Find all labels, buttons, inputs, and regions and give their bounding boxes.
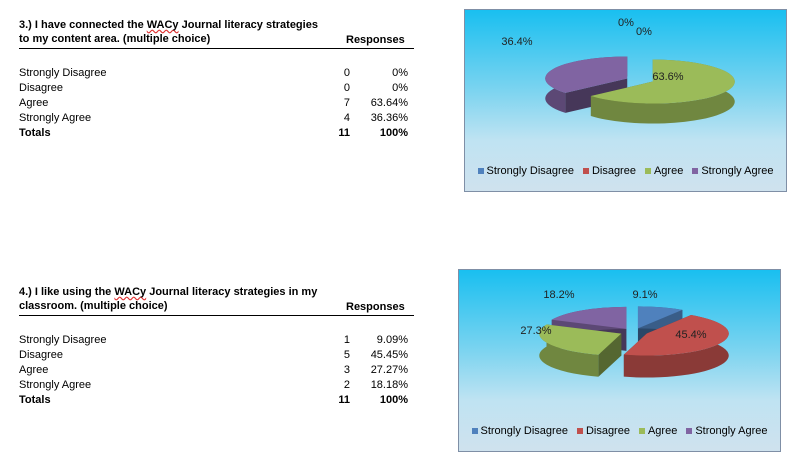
pie-chart-svg: 0%0% 63.6% 36.4% — [501, 17, 735, 124]
legend-item: Disagree — [576, 425, 630, 437]
table-row: Agree 7 63.64% — [19, 96, 414, 111]
slice-top — [623, 315, 729, 356]
header-divider — [19, 315, 414, 316]
legend-swatch — [471, 428, 478, 434]
response-table: Strongly Disagree 1 9.09% Disagree 5 45.… — [19, 333, 414, 408]
totals-percent: 100% — [379, 127, 408, 139]
totals-percent: 100% — [379, 394, 408, 406]
data-label: 9.1% — [632, 289, 657, 301]
row-count: 3 — [343, 364, 350, 376]
legend-item: Strongly Disagree — [477, 165, 574, 177]
pie-slice — [623, 315, 729, 378]
legend-item: Agree — [638, 425, 677, 437]
slice-top — [637, 306, 683, 329]
question-3-title: 3.) I have connected the WACy Journal li… — [19, 19, 318, 45]
slice-top — [590, 59, 735, 104]
row-count: 7 — [343, 97, 350, 109]
row-label: Agree — [19, 97, 49, 109]
row-percent: 0% — [392, 82, 408, 94]
pie-chart-svg: 9.1% 45.4% 27.3% 18.2% — [520, 289, 729, 378]
pie-slice — [539, 324, 622, 377]
row-percent: 63.64% — [370, 97, 408, 109]
row-percent: 27.27% — [370, 364, 408, 376]
responses-header: Responses — [346, 301, 405, 313]
totals-row: Totals 11 100% — [19, 126, 414, 141]
table-row: Agree 3 27.27% — [19, 363, 414, 378]
row-count: 1 — [343, 334, 350, 346]
data-label: 18.2% — [543, 289, 574, 301]
row-count: 4 — [343, 112, 350, 124]
legend-swatch — [692, 168, 699, 174]
row-label: Strongly Agree — [19, 112, 92, 124]
wacy-word: WACy — [146, 19, 179, 31]
row-label: Disagree — [19, 82, 64, 94]
data-label: 27.3% — [520, 325, 551, 337]
header-divider — [19, 48, 414, 49]
row-count: 0 — [343, 67, 350, 79]
totals-label: Totals — [19, 394, 51, 406]
row-label: Agree — [19, 364, 49, 376]
row-count: 2 — [343, 379, 350, 391]
row-count: 5 — [343, 349, 350, 361]
row-percent: 45.45% — [370, 349, 408, 361]
data-label: 0% — [618, 17, 634, 29]
pie-slice — [590, 59, 735, 124]
legend-swatch — [638, 428, 645, 434]
slice-rim — [539, 324, 599, 377]
chart-legend: Strongly Disagree Disagree Agree Strongl… — [459, 425, 780, 437]
data-label: 63.6% — [652, 71, 683, 83]
totals-count: 11 — [338, 127, 350, 139]
slice-top — [545, 56, 628, 93]
row-label: Disagree — [19, 349, 64, 361]
row-label: Strongly Disagree — [19, 67, 107, 79]
row-percent: 9.09% — [376, 334, 408, 346]
data-label: 45.4% — [675, 329, 706, 341]
response-table: Strongly Disagree 0 0% Disagree 0 0% Agr… — [19, 66, 414, 141]
slice-top — [539, 324, 622, 355]
legend-swatch — [644, 168, 651, 174]
legend-item: Agree — [644, 165, 683, 177]
legend-swatch — [477, 168, 484, 174]
table-row: Disagree 0 0% — [19, 81, 414, 96]
data-label: 36.4% — [501, 36, 532, 48]
chart-legend: Strongly Disagree Disagree Agree Strongl… — [465, 165, 786, 177]
row-label: Strongly Agree — [19, 379, 92, 391]
row-label: Strongly Disagree — [19, 334, 107, 346]
table-row: Disagree 5 45.45% — [19, 348, 414, 363]
totals-row: Totals 11 100% — [19, 393, 414, 408]
legend-item: Strongly Disagree — [471, 425, 568, 437]
slice-top — [551, 306, 627, 329]
table-row: Strongly Agree 2 18.18% — [19, 378, 414, 393]
row-percent: 0% — [392, 67, 408, 79]
totals-count: 11 — [338, 394, 350, 406]
table-row: Strongly Disagree 0 0% — [19, 66, 414, 81]
legend-swatch — [686, 428, 693, 434]
row-percent: 18.18% — [370, 379, 408, 391]
row-count: 0 — [343, 82, 350, 94]
wacy-word: WACy — [114, 286, 147, 298]
pie-chart-q4: 9.1% 45.4% 27.3% 18.2% Strongly Disagree Di… — [458, 269, 781, 452]
legend-item: Disagree — [582, 165, 636, 177]
legend-swatch — [582, 168, 589, 174]
table-row: Strongly Disagree 1 9.09% — [19, 333, 414, 348]
question-4-title: 4.) I like using the WACy Journal litera… — [19, 286, 318, 312]
data-label: 0% — [636, 26, 652, 38]
row-percent: 36.36% — [370, 112, 408, 124]
pie-chart-q3: 0% 0% 63.6% 36.4% Strongly Disagree Disagre… — [464, 9, 787, 192]
table-row: Strongly Agree 4 36.36% — [19, 111, 414, 126]
totals-label: Totals — [19, 127, 51, 139]
legend-item: Strongly Agree — [692, 165, 773, 177]
responses-header: Responses — [346, 34, 405, 46]
legend-item: Strongly Agree — [686, 425, 767, 437]
legend-swatch — [576, 428, 583, 434]
